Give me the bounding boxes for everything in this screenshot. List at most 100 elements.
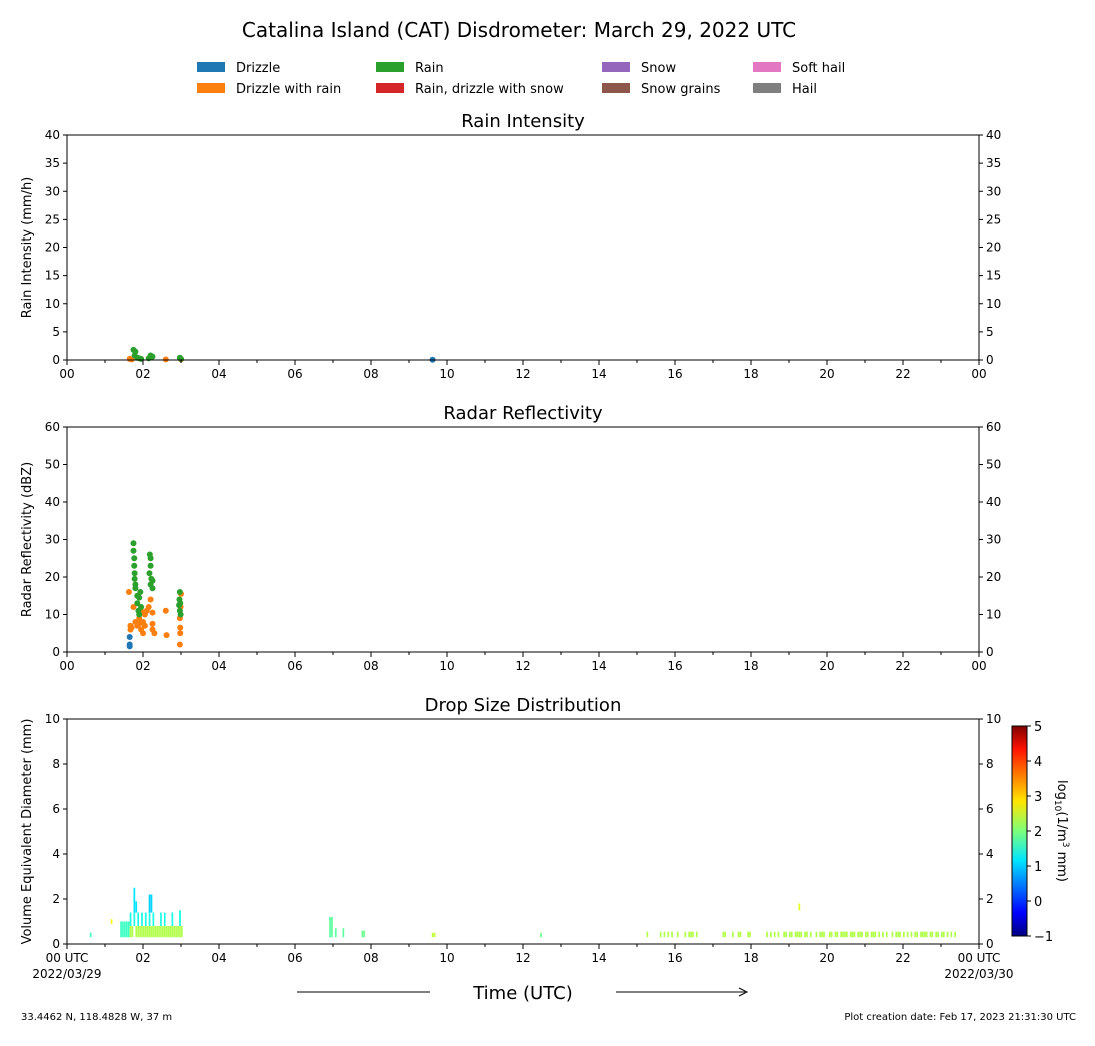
data-point xyxy=(177,630,184,637)
suptitle: Catalina Island (CAT) Disdrometer: March… xyxy=(242,18,796,42)
x-tick-label: 20 xyxy=(819,367,834,381)
data-point xyxy=(131,555,138,562)
x-tick-label: 00 xyxy=(971,367,986,381)
dsd-cell xyxy=(169,926,172,938)
dsd-cell xyxy=(804,931,806,938)
legend-swatch xyxy=(197,62,225,72)
colorbar-tick-label: 4 xyxy=(1034,755,1042,770)
y-tick-label: 60 xyxy=(45,420,60,434)
dsd-cell xyxy=(836,931,839,938)
dsd-cell xyxy=(906,931,909,938)
data-point xyxy=(132,585,139,592)
y-tick-label: 5 xyxy=(52,325,60,339)
y-tick-label-right: 15 xyxy=(986,269,1001,283)
data-point xyxy=(176,641,183,648)
legend-swatch xyxy=(197,83,225,93)
y-tick-label-right: 20 xyxy=(986,241,1001,255)
dsd-cell xyxy=(851,931,854,938)
y-axis-label: Radar Reflectivity (dBZ) xyxy=(20,462,35,617)
data-point xyxy=(136,611,143,618)
x-tick-label: 08 xyxy=(363,367,378,381)
x-tick-label: 12 xyxy=(515,367,530,381)
dsd-cell xyxy=(749,931,751,938)
y-tick-label-right: 0 xyxy=(986,937,994,951)
y-tick-label: 0 xyxy=(52,937,60,951)
data-point xyxy=(147,596,154,603)
data-point xyxy=(126,641,133,648)
data-point xyxy=(146,570,153,577)
dsd-cell xyxy=(899,931,901,938)
x-tick-label: 04 xyxy=(211,951,226,965)
dsd-cell xyxy=(334,928,337,938)
dsd-cell xyxy=(688,931,691,938)
data-point xyxy=(149,577,156,584)
x-tick-label: 20 xyxy=(819,659,834,673)
data-point xyxy=(138,604,145,610)
dsd-cell xyxy=(139,926,141,938)
dsd-cell xyxy=(865,931,867,938)
panel-title: Rain Intensity xyxy=(461,111,585,132)
x-tick-label: 00 UTC xyxy=(958,951,1001,965)
dsd-cell xyxy=(861,931,863,938)
x-tick-label: 06 xyxy=(287,367,302,381)
data-point xyxy=(136,620,143,627)
x-tick-label: 02 xyxy=(135,367,150,381)
dsd-cell xyxy=(175,926,178,938)
panel-title: Drop Size Distribution xyxy=(425,695,622,716)
dsd-cell xyxy=(684,931,687,938)
dsd-cell xyxy=(143,926,145,938)
dsd-cell xyxy=(131,926,134,938)
data-point xyxy=(149,609,156,616)
colorbar-tick-label: 3 xyxy=(1034,790,1042,805)
dsd-cell xyxy=(167,926,170,938)
dsd-cell xyxy=(173,926,176,938)
dsd-cell xyxy=(840,931,843,938)
y-tick-label-right: 40 xyxy=(986,495,1001,509)
data-point xyxy=(126,634,133,640)
dsd-cell xyxy=(667,931,670,938)
dsd-cell xyxy=(148,894,151,913)
y-axis-label: Rain Intensity (mm/h) xyxy=(20,177,35,319)
dsd-cell xyxy=(165,926,168,938)
y-tick-label-right: 40 xyxy=(986,128,1001,142)
dsd-cell xyxy=(171,926,174,938)
dsd-cell xyxy=(722,931,725,938)
legend: Drizzle Drizzle with rain Rain Rain, drizzl… xyxy=(197,61,845,97)
dsd-cell xyxy=(942,931,945,938)
y-axis-label: Volume Equivalent Diameter (mm) xyxy=(20,719,35,945)
dsd-cell xyxy=(849,931,852,938)
y-tick-label-right: 10 xyxy=(986,608,1001,622)
dsd-cell xyxy=(141,912,143,926)
y-tick-label-right: 60 xyxy=(986,420,1001,434)
x-tick-label: 00 xyxy=(59,659,74,673)
x-tick-label: 10 xyxy=(439,951,454,965)
y-tick-label: 2 xyxy=(52,892,60,906)
data-point xyxy=(177,611,184,618)
dsd-cell xyxy=(646,931,649,938)
dsd-cell xyxy=(739,931,742,938)
data-point xyxy=(137,589,144,595)
dsd-cell xyxy=(179,910,181,922)
dsd-cell xyxy=(766,931,768,938)
dsd-cell xyxy=(903,931,905,938)
legend-label: Soft hail xyxy=(792,61,845,76)
dsd-cell xyxy=(181,926,183,938)
dsd-cell xyxy=(866,931,869,938)
data-point xyxy=(162,607,169,614)
x-tick-label: 18 xyxy=(743,659,758,673)
dsd-cell xyxy=(129,926,132,938)
dsd-cell xyxy=(137,912,140,926)
x-tick-label: 14 xyxy=(591,951,606,965)
dsd-cell xyxy=(690,931,692,938)
dsd-cell xyxy=(135,926,138,938)
dsd-cell xyxy=(882,931,884,938)
y-tick-label-right: 0 xyxy=(986,645,994,659)
data-point xyxy=(140,630,146,637)
dsd-cell xyxy=(891,931,894,938)
x-tick-label: 06 xyxy=(287,659,302,673)
dsd-cell xyxy=(821,931,824,938)
y-tick-label-right: 30 xyxy=(986,533,1001,547)
